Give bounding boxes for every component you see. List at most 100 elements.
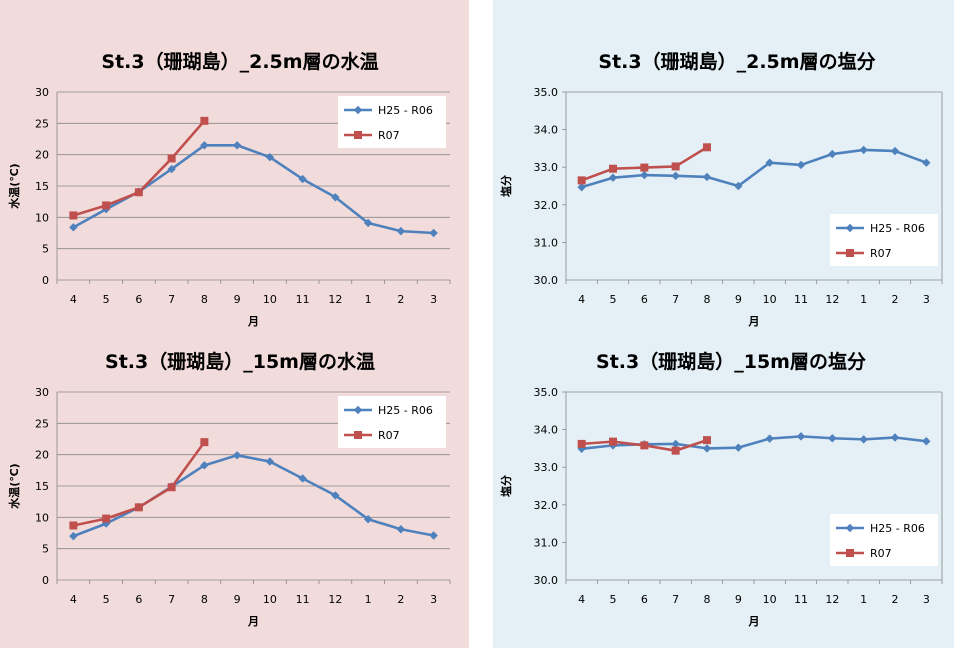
x-tick-label: 11: [296, 593, 310, 606]
y-tick-label: 10: [35, 511, 49, 524]
data-point-series-0: [734, 443, 743, 452]
x-tick-label: 12: [825, 293, 839, 306]
data-point-series-0: [640, 170, 649, 180]
y-axis-label: 塩分: [499, 475, 513, 497]
x-tick-label: 9: [234, 593, 241, 606]
x-tick-label: 7: [672, 293, 679, 306]
x-tick-label: 5: [610, 293, 617, 306]
legend-box: [830, 514, 938, 566]
x-tick-label: 7: [168, 293, 175, 306]
y-tick-label: 35.0: [534, 86, 559, 99]
x-tick-label: 12: [825, 593, 839, 606]
y-tick-label: 32.0: [534, 199, 559, 212]
x-tick-label: 1: [860, 593, 867, 606]
x-tick-label: 6: [641, 293, 648, 306]
data-point-series-0: [363, 218, 373, 228]
legend-box: [338, 396, 446, 448]
x-tick-label: 10: [263, 593, 277, 606]
data-point-series-0: [702, 444, 712, 453]
x-tick-label: 3: [923, 293, 930, 306]
y-axis-label: 塩分: [499, 175, 513, 197]
y-tick-label: 33.0: [534, 161, 559, 174]
x-tick-label: 5: [103, 593, 110, 606]
data-point-series-1: [167, 483, 176, 492]
x-tick-label: 4: [70, 293, 77, 306]
x-axis-label: 月: [247, 615, 259, 628]
data-point-series-1: [703, 143, 711, 152]
data-point-series-1: [200, 116, 209, 125]
x-tick-label: 10: [763, 593, 777, 606]
data-point-series-0: [331, 491, 340, 500]
data-point-series-1: [102, 201, 111, 210]
data-point-series-1: [671, 446, 680, 455]
legend-marker-0: [845, 523, 855, 533]
chart-salinity-2-5m: St.3（珊瑚島）_2.5m層の塩分30.031.032.033.034.035…: [499, 50, 943, 328]
data-point-series-1: [577, 439, 586, 448]
y-tick-label: 33.0: [534, 461, 559, 474]
series-line-0: [581, 148, 927, 189]
x-tick-label: 4: [578, 593, 585, 606]
data-point-series-0: [890, 146, 900, 156]
data-point-series-0: [796, 160, 806, 170]
y-tick-label: 31.0: [534, 236, 559, 249]
data-point-series-1: [200, 438, 209, 447]
y-tick-label: 35.0: [534, 386, 559, 399]
y-tick-label: 15: [35, 180, 49, 193]
y-tick-label: 30: [35, 86, 49, 99]
data-point-series-0: [232, 141, 242, 150]
legend-label-1: R07: [870, 247, 892, 260]
x-tick-label: 6: [135, 593, 142, 606]
x-axis-label: 月: [748, 315, 760, 328]
data-point-series-0: [331, 193, 340, 202]
data-point-series-1: [69, 521, 78, 530]
y-tick-label: 30.0: [534, 574, 559, 587]
data-point-series-0: [859, 435, 868, 444]
data-point-series-0: [671, 171, 680, 181]
x-tick-label: 8: [704, 593, 711, 606]
data-point-series-0: [232, 451, 242, 460]
legend-label-0: H25 - R06: [378, 104, 433, 117]
x-tick-label: 1: [365, 293, 372, 306]
data-point-series-1: [102, 514, 111, 523]
x-tick-label: 5: [610, 593, 617, 606]
data-point-series-0: [922, 437, 931, 446]
legend-label-0: H25 - R06: [870, 522, 925, 535]
data-point-series-0: [608, 173, 618, 182]
x-tick-label: 6: [135, 293, 142, 306]
x-tick-label: 4: [578, 293, 585, 306]
y-tick-label: 0: [42, 574, 49, 587]
y-tick-label: 10: [35, 211, 49, 224]
data-point-series-0: [298, 474, 307, 483]
y-tick-label: 25: [35, 117, 49, 130]
x-tick-label: 8: [704, 293, 711, 306]
legend-marker-1: [846, 249, 854, 257]
series-line-0: [72, 453, 434, 538]
series-line-0: [581, 435, 927, 451]
chart-title: St.3（珊瑚島）_2.5m層の水温: [101, 50, 378, 73]
legend-box: [830, 214, 938, 266]
data-point-series-1: [134, 503, 143, 512]
x-tick-label: 3: [430, 593, 437, 606]
y-tick-label: 32.0: [534, 499, 559, 512]
data-point-series-0: [429, 531, 438, 540]
y-tick-label: 0: [42, 274, 49, 287]
y-tick-label: 25: [35, 417, 49, 430]
data-point-series-0: [765, 434, 774, 443]
data-point-series-0: [200, 461, 209, 470]
legend-label-1: R07: [378, 129, 400, 142]
x-tick-label: 9: [735, 293, 742, 306]
legend-label-1: R07: [870, 547, 892, 560]
data-point-series-0: [429, 228, 438, 238]
y-axis-label: 水温(℃): [7, 463, 21, 508]
x-tick-label: 9: [735, 593, 742, 606]
chart-salinity-15m: St.3（珊瑚島）_15m層の塩分 30.0 31.0 32.0 33.0 34.0 35.…: [499, 350, 943, 628]
data-point-series-1: [671, 162, 680, 171]
data-point-series-0: [265, 457, 275, 466]
data-point-series-0: [167, 164, 176, 174]
x-tick-label: 3: [923, 593, 930, 606]
y-tick-label: 34.0: [534, 124, 559, 137]
data-point-series-0: [828, 149, 837, 159]
x-tick-label: 7: [168, 593, 175, 606]
